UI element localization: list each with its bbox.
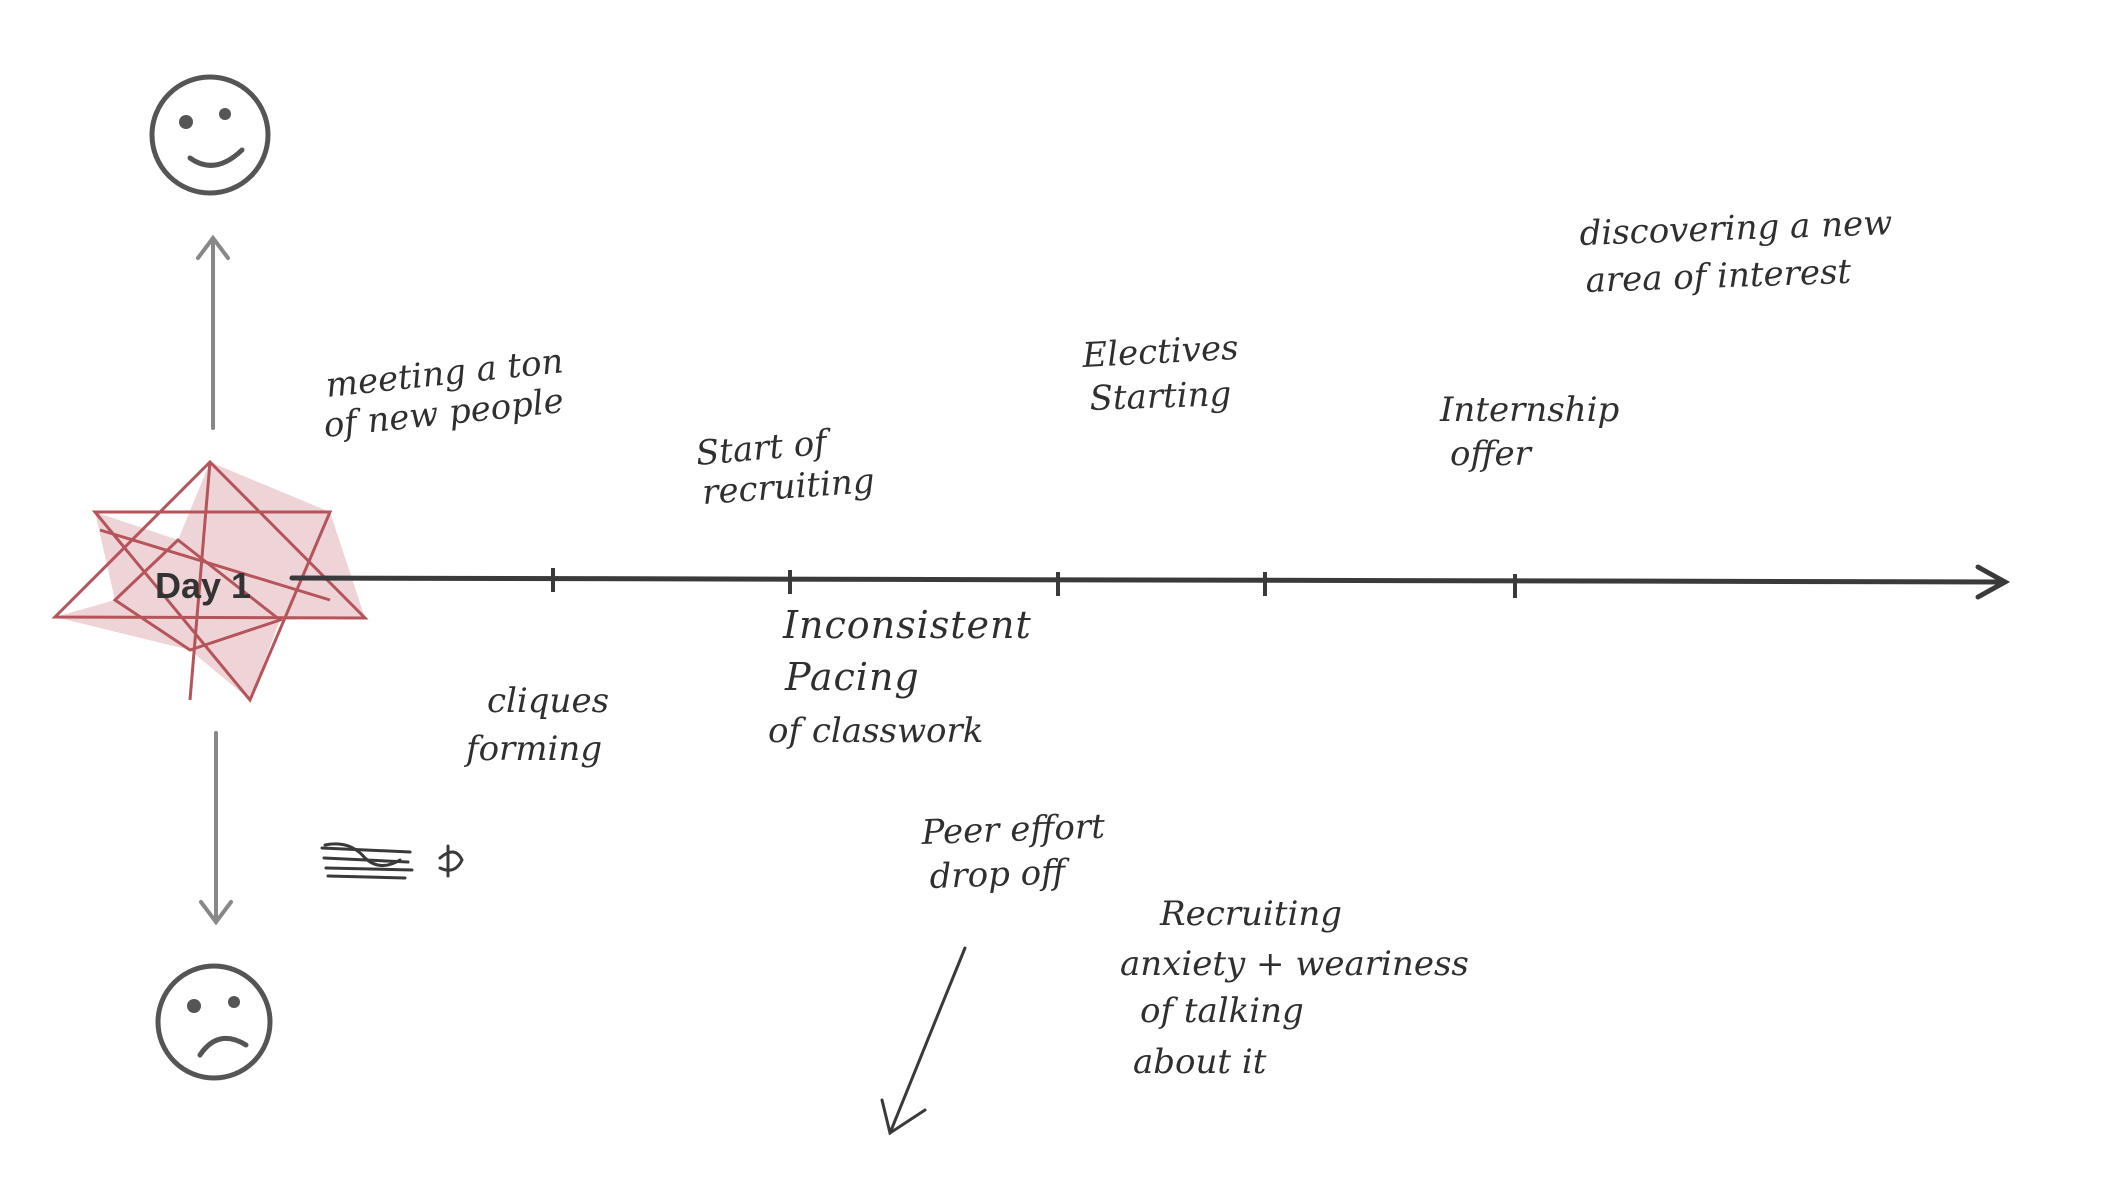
svg-text:drop off: drop off	[929, 852, 1071, 897]
svg-text:Peer effort: Peer effort	[920, 807, 1106, 853]
timeline-axis	[289, 564, 2011, 600]
note-recruiting-start: Start of recruiting	[694, 422, 876, 513]
down-trend-arrow	[880, 946, 967, 1136]
svg-text:anxiety + weariness: anxiety + weariness	[1120, 944, 1469, 984]
svg-text:Internship: Internship	[1439, 390, 1619, 430]
sad-face-icon	[155, 963, 273, 1081]
svg-text:offer: offer	[1450, 434, 1533, 474]
note-recruiting-anxiety: Recruiting anxiety + weariness of talkin…	[1120, 894, 1469, 1082]
note-internship: Internship offer	[1439, 390, 1619, 474]
svg-text:Pacing: Pacing	[784, 655, 920, 699]
start-label: Day 1	[155, 565, 251, 606]
svg-text:discovering a new: discovering a new	[1579, 203, 1893, 254]
svg-text:Recruiting: Recruiting	[1159, 894, 1342, 934]
svg-text:of classwork: of classwork	[768, 711, 983, 751]
note-electives: Electives Starting	[1080, 328, 1239, 419]
svg-text:Starting: Starting	[1089, 374, 1232, 419]
happy-face-icon	[149, 74, 271, 196]
down-arrow	[199, 731, 233, 926]
svg-text:Inconsistent: Inconsistent	[782, 603, 1032, 647]
svg-text:Electives: Electives	[1080, 328, 1239, 376]
svg-text:area of interest: area of interest	[1585, 252, 1852, 301]
svg-text:of talking: of talking	[1140, 991, 1304, 1031]
svg-text:forming: forming	[463, 729, 602, 769]
note-cliques: cliques forming	[463, 681, 609, 769]
svg-text:about it: about it	[1133, 1042, 1267, 1082]
star-icon	[51, 459, 369, 703]
svg-text:cliques: cliques	[487, 681, 609, 721]
up-arrow	[196, 234, 230, 430]
note-meeting: meeting a ton of new people	[322, 341, 566, 446]
scribbled-out-note	[320, 842, 464, 880]
note-pacing: Inconsistent Pacing of classwork	[768, 603, 1032, 751]
note-interest: discovering a new area of interest	[1579, 203, 1893, 301]
note-peer-effort: Peer effort drop off	[920, 807, 1106, 897]
